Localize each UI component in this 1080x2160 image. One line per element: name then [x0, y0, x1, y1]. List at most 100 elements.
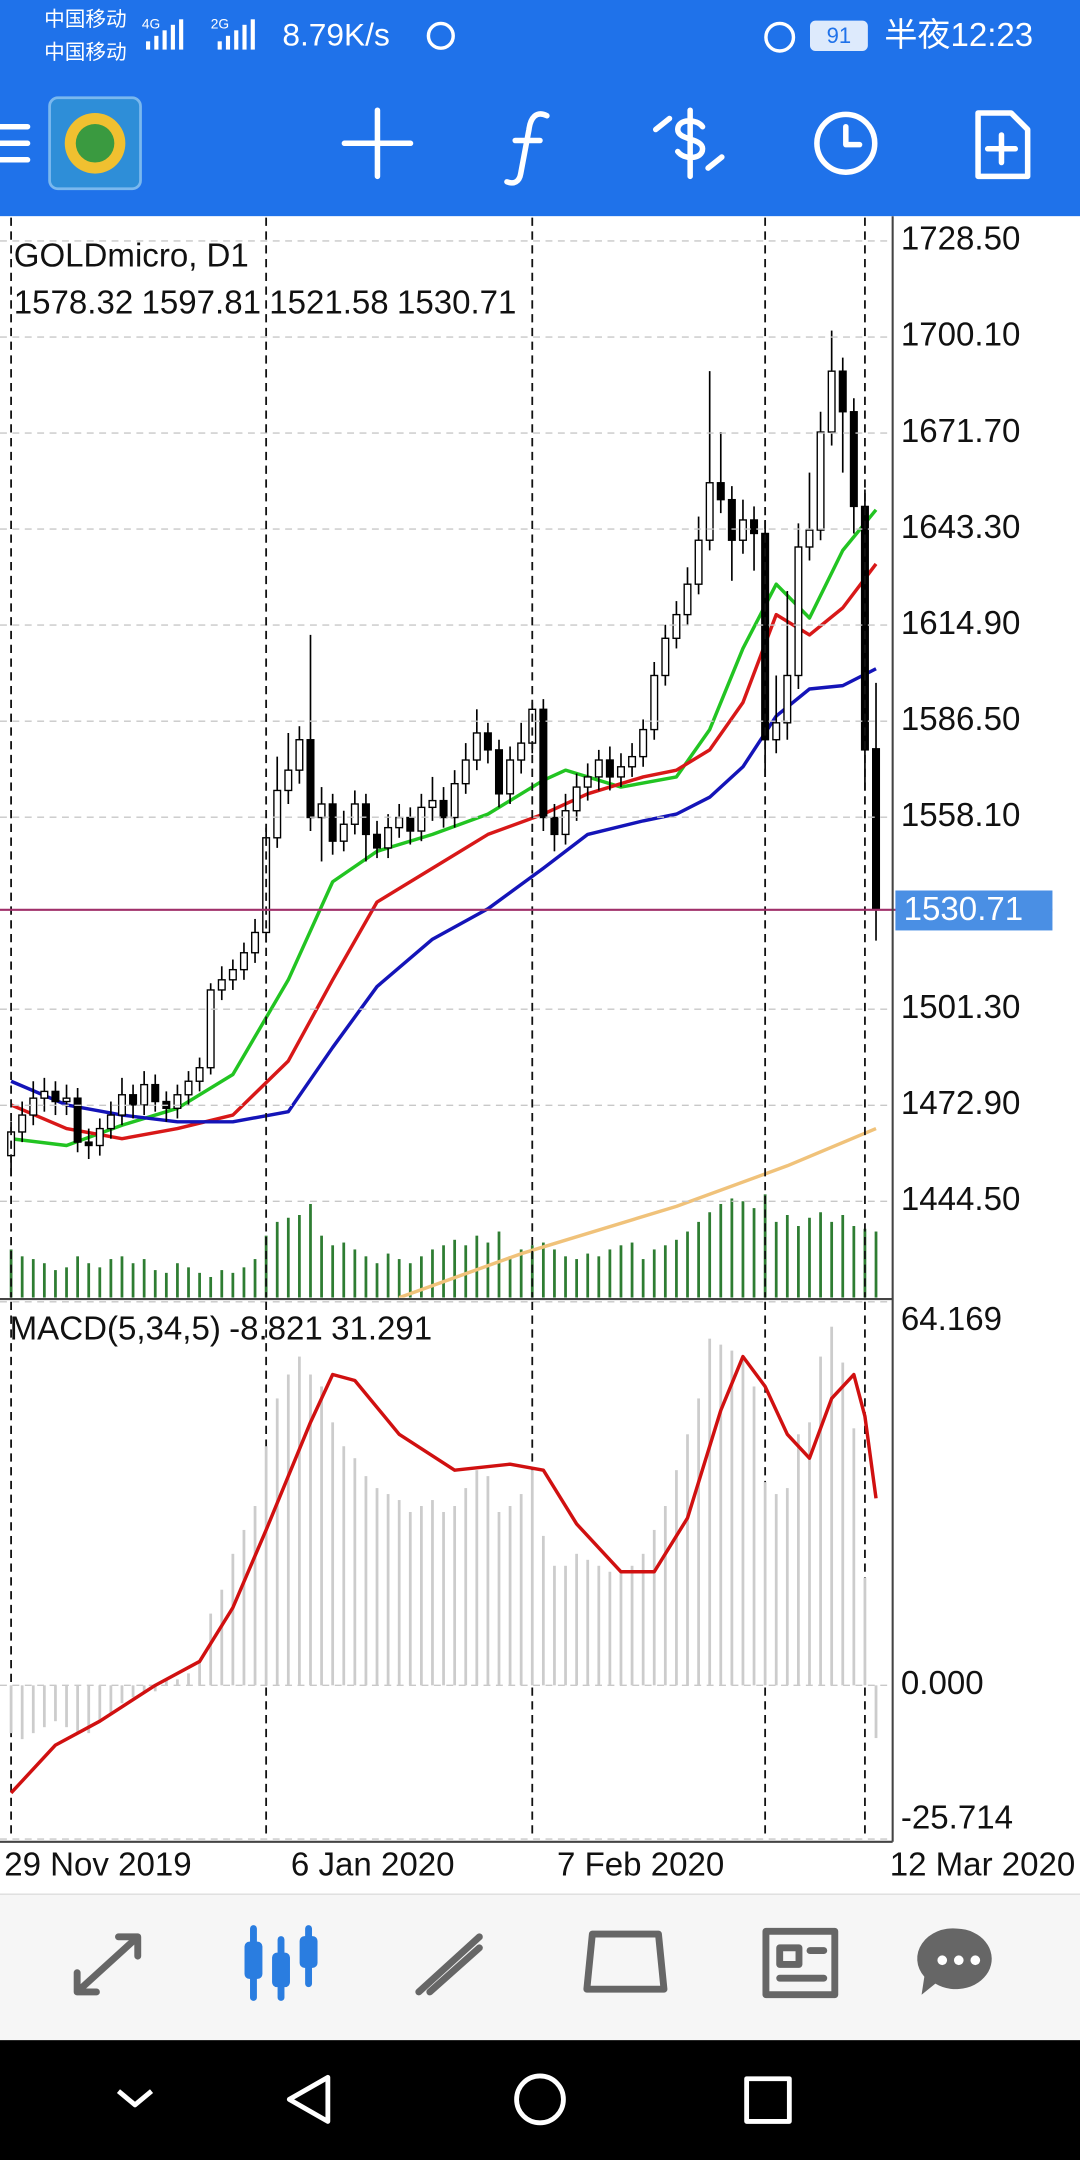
candle-body [750, 519, 759, 535]
volume-bar [752, 1208, 756, 1298]
trade-button[interactable] [652, 107, 725, 180]
volume-bar [31, 1259, 35, 1298]
nav-back[interactable] [286, 2074, 331, 2124]
macd-bar [752, 1386, 756, 1686]
volume-bar [176, 1263, 179, 1298]
volume-bar [98, 1267, 102, 1298]
y-tick-label: 1472.90 [901, 1085, 1020, 1122]
macd-bar [65, 1685, 68, 1728]
candle-body [461, 759, 470, 785]
signal-icons [146, 19, 255, 50]
macd-bar [431, 1500, 434, 1686]
nav-recents[interactable] [744, 2076, 792, 2124]
candle-body [583, 776, 592, 788]
macd-bar [87, 1685, 91, 1734]
candle-body [140, 1083, 149, 1106]
macd-bar [730, 1350, 734, 1686]
macd-bar [519, 1494, 523, 1686]
candle-body [805, 529, 814, 548]
candle-body [428, 799, 437, 809]
chart-tab[interactable] [244, 1925, 318, 2001]
macd-bar [852, 1428, 856, 1686]
menu-button[interactable] [0, 123, 31, 163]
candle-body [816, 431, 825, 531]
candle-body [783, 674, 792, 724]
moving-average [10, 667, 877, 1124]
volume-bar [42, 1263, 46, 1298]
volume-bar [253, 1259, 257, 1298]
trade-tab[interactable] [415, 1933, 483, 1996]
macd-bar [298, 1356, 301, 1686]
signal-value: 31.291 [331, 1310, 432, 1347]
volume-bar [774, 1221, 778, 1298]
y-tick-label: 64.169 [901, 1301, 1002, 1338]
candle-body [849, 411, 858, 508]
macd-bar [530, 1470, 534, 1686]
network-type: 2G [211, 16, 229, 31]
candle-body [572, 786, 581, 812]
candle-body [561, 810, 570, 836]
volume-bar [819, 1212, 822, 1298]
candle-body [594, 759, 603, 778]
macd-bar [619, 1571, 623, 1686]
volume-bar [353, 1249, 357, 1298]
nav-home[interactable] [514, 2073, 566, 2126]
volume-bar [508, 1256, 512, 1298]
crosshair-button[interactable] [341, 107, 414, 180]
carrier: 中国移动 [44, 8, 127, 31]
candle-body [616, 766, 625, 778]
quotes-tab[interactable] [73, 1933, 142, 1996]
macd-bar [286, 1374, 290, 1686]
candle-body [228, 968, 237, 981]
nav-hide[interactable] [116, 2089, 154, 2108]
candle-body [605, 759, 614, 778]
macd-bar [109, 1685, 113, 1716]
indicators-button[interactable] [504, 111, 550, 186]
chat-tab[interactable] [917, 1928, 992, 1995]
carrier: 中国移动 [44, 41, 127, 64]
macd-bar [164, 1679, 168, 1686]
volume-bar [697, 1221, 700, 1298]
volume-bar [198, 1272, 201, 1298]
volume-bar [675, 1239, 678, 1298]
macd-bar [774, 1494, 778, 1686]
battery-level: 91 [827, 23, 852, 48]
timeframe-button[interactable] [814, 111, 878, 175]
volume-bar [331, 1245, 335, 1298]
y-tick-label: 1700.10 [901, 317, 1020, 354]
high-value: 1597.81 [142, 284, 261, 321]
history-tab[interactable] [583, 1930, 668, 1993]
tab-bar [0, 1894, 1080, 2041]
candle-body [62, 1097, 71, 1103]
nav-bar [0, 2040, 1080, 2160]
volume-bar [597, 1256, 601, 1298]
volume-bar [630, 1242, 634, 1298]
alarm-icon [764, 21, 796, 53]
candle-body [661, 637, 670, 677]
macd-bar [608, 1571, 612, 1686]
macd-bar [630, 1565, 634, 1686]
volume-bar [242, 1267, 246, 1298]
net-speed: 8.79K/s [282, 17, 389, 53]
volume-bar [153, 1270, 157, 1298]
app-logo[interactable] [48, 96, 142, 191]
volume-bar [275, 1221, 279, 1298]
macd-bar [397, 1500, 401, 1686]
indicator-name: MACD(5,34,5) [10, 1310, 221, 1347]
volume-bar [852, 1226, 856, 1298]
macd-bar [331, 1422, 335, 1686]
y-tick-label: -25.714 [901, 1799, 1013, 1836]
volume-bar [641, 1259, 645, 1298]
candle-body [628, 755, 637, 768]
news-tab[interactable] [762, 1927, 839, 1999]
candle-body [406, 816, 415, 832]
candle-body [217, 979, 226, 991]
candle-body [73, 1097, 82, 1143]
candle-body [339, 823, 348, 842]
templates-button[interactable] [975, 110, 1031, 180]
macd-bar [120, 1685, 124, 1704]
candle-body [306, 739, 315, 819]
candle-body [239, 952, 248, 971]
macd-bar [153, 1685, 157, 1692]
macd-bar [442, 1511, 445, 1686]
